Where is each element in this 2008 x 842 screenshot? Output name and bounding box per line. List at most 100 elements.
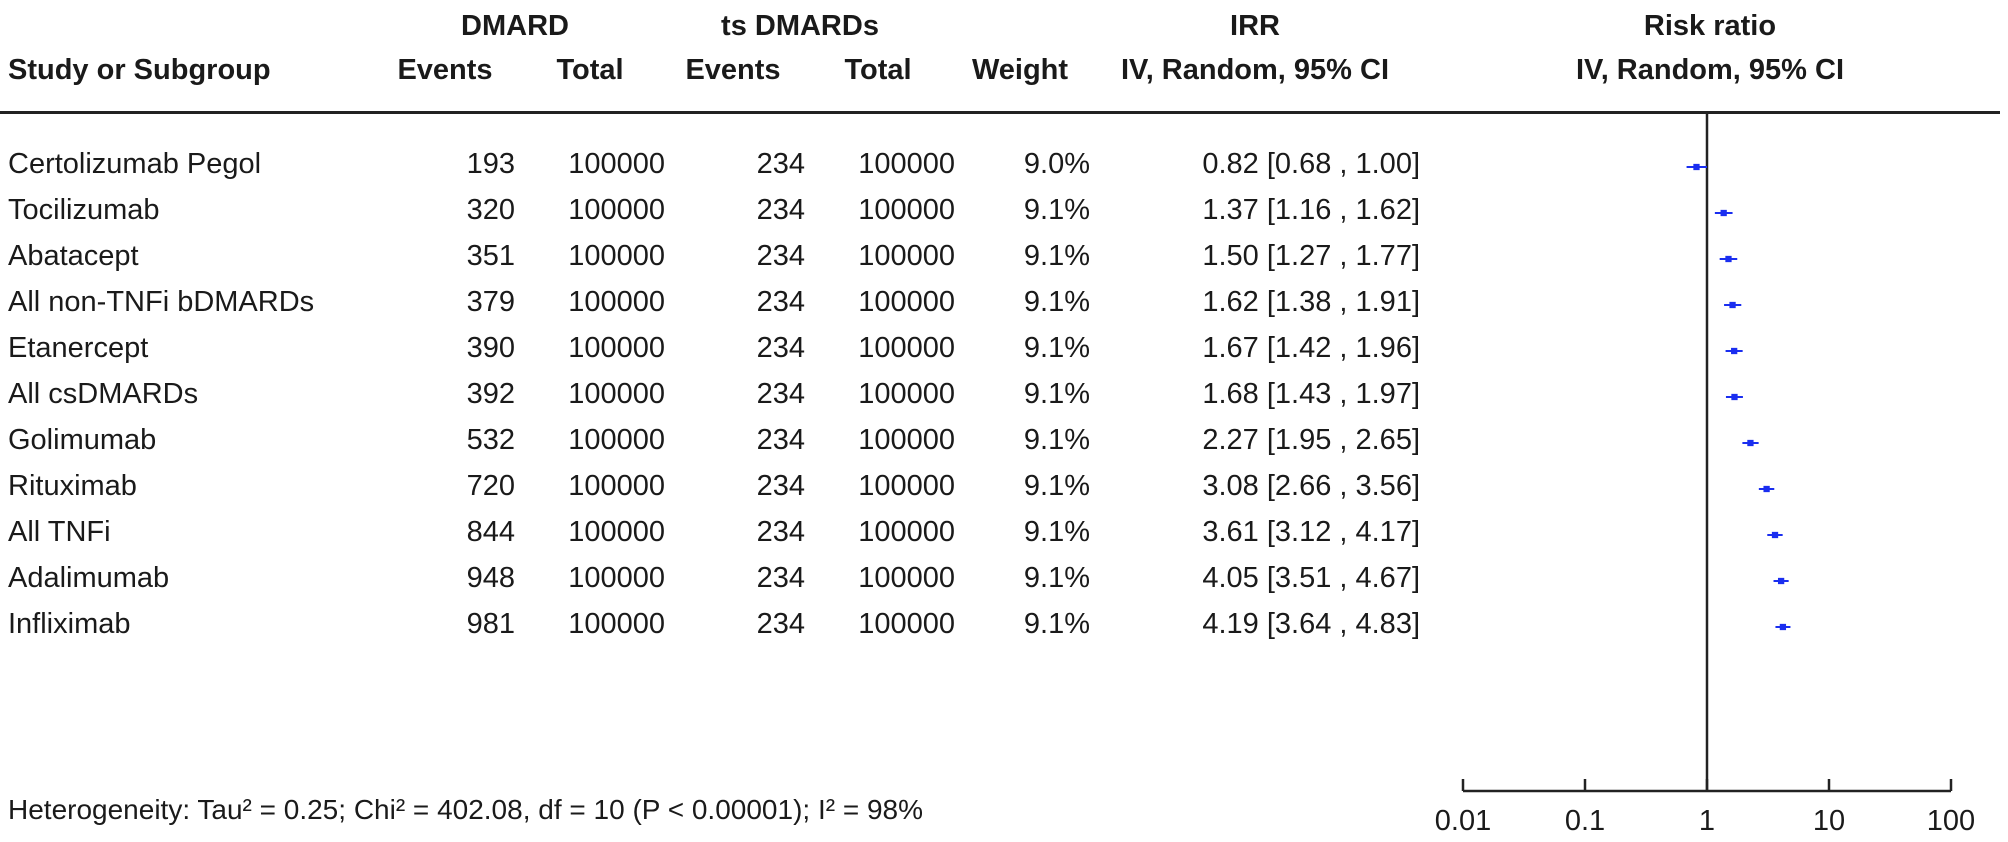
study-label: Infliximab [8, 608, 131, 640]
x-tick-label: 10 [1813, 805, 1845, 837]
ci-cell: 3.08 [2.66 , 3.56] [1202, 470, 1420, 502]
estimate-marker [1763, 485, 1770, 493]
estimate-marker [1731, 347, 1738, 355]
total1-cell: 100000 [568, 286, 665, 318]
events2-cell: 234 [756, 516, 805, 548]
heterogeneity-note: Heterogeneity: Tau² = 0.25; Chi² = 402.0… [8, 794, 924, 825]
events1-column-header: Events [397, 54, 493, 86]
estimate-marker [1720, 209, 1727, 217]
events1-cell: 948 [466, 562, 515, 594]
total1-cell: 100000 [568, 608, 665, 640]
rr-method-header: IV, Random, 95% CI [1575, 54, 1845, 86]
ci-cell: 3.61 [3.12 , 4.17] [1202, 516, 1420, 548]
events2-cell: 234 [756, 332, 805, 364]
weight-cell: 9.1% [1023, 562, 1090, 594]
events1-cell: 844 [466, 516, 515, 548]
study-label: Tocilizumab [8, 194, 160, 226]
ci-cell: 1.68 [1.43 , 1.97] [1202, 378, 1420, 410]
weight-cell: 9.1% [1023, 424, 1090, 456]
ci-cell: 1.37 [1.16 , 1.62] [1202, 194, 1420, 226]
events2-cell: 234 [756, 378, 805, 410]
group1-header: DMARD [461, 10, 569, 42]
total1-cell: 100000 [568, 194, 665, 226]
study-column-header: Study or Subgroup [8, 54, 271, 86]
total1-cell: 100000 [568, 240, 665, 272]
events1-cell: 981 [466, 608, 515, 640]
weight-cell: 9.1% [1023, 194, 1090, 226]
estimate-marker [1747, 439, 1754, 447]
total2-column-header: Total [844, 54, 912, 86]
events1-cell: 720 [466, 470, 515, 502]
total2-cell: 100000 [858, 608, 955, 640]
weight-cell: 9.1% [1023, 286, 1090, 318]
ci-cell: 1.67 [1.42 , 1.96] [1202, 332, 1420, 364]
ci-cell: 1.50 [1.27 , 1.77] [1202, 240, 1420, 272]
study-label: Golimumab [8, 424, 157, 456]
total2-cell: 100000 [858, 148, 955, 180]
weight-cell: 9.1% [1023, 240, 1090, 272]
ci-cell: 2.27 [1.95 , 2.65] [1202, 424, 1420, 456]
total2-cell: 100000 [858, 286, 955, 318]
ci-cell: 4.19 [3.64 , 4.83] [1202, 608, 1420, 640]
study-label: All non-TNFi bDMARDs [8, 286, 315, 318]
total1-cell: 100000 [568, 470, 665, 502]
study-label: Adalimumab [8, 562, 170, 594]
estimate-marker [1729, 301, 1736, 309]
weight-cell: 9.1% [1023, 608, 1090, 640]
events1-cell: 532 [466, 424, 515, 456]
total1-cell: 100000 [568, 516, 665, 548]
risk-ratio-header: Risk ratio [1643, 10, 1777, 42]
events1-cell: 390 [466, 332, 515, 364]
study-label: All TNFi [8, 516, 111, 548]
estimate-marker [1693, 163, 1700, 171]
events2-cell: 234 [756, 148, 805, 180]
weight-cell: 9.1% [1023, 470, 1090, 502]
ci-cell: 1.62 [1.38 , 1.91] [1202, 286, 1420, 318]
ci-cell: 4.05 [3.51 , 4.67] [1202, 562, 1420, 594]
events2-cell: 234 [756, 470, 805, 502]
events2-cell: 234 [756, 194, 805, 226]
total2-cell: 100000 [858, 240, 955, 272]
total2-cell: 100000 [858, 424, 955, 456]
weight-cell: 9.0% [1023, 148, 1090, 180]
total2-cell: 100000 [858, 516, 955, 548]
total1-column-header: Total [556, 54, 624, 86]
study-label: Etanercept [8, 332, 149, 364]
events2-cell: 234 [756, 562, 805, 594]
events2-cell: 234 [756, 286, 805, 318]
irr-method-header: IV, Random, 95% CI [1120, 54, 1390, 86]
total2-cell: 100000 [858, 332, 955, 364]
estimate-marker [1731, 393, 1738, 401]
events1-cell: 392 [466, 378, 515, 410]
events1-cell: 320 [466, 194, 515, 226]
estimate-marker [1779, 623, 1787, 631]
study-label: Certolizumab Pegol [8, 148, 262, 180]
total1-cell: 100000 [568, 424, 665, 456]
study-label: Rituximab [8, 470, 137, 502]
estimate-marker [1777, 577, 1785, 585]
events1-cell: 193 [466, 148, 515, 180]
total2-cell: 100000 [858, 562, 955, 594]
events2-column-header: Events [685, 54, 781, 86]
total1-cell: 100000 [568, 148, 665, 180]
study-label: All csDMARDs [8, 378, 199, 410]
weight-cell: 9.1% [1023, 332, 1090, 364]
events1-cell: 351 [466, 240, 515, 272]
study-label: Abatacept [8, 240, 139, 272]
total1-cell: 100000 [568, 332, 665, 364]
x-tick-label: 1 [1699, 805, 1715, 837]
estimate-marker [1725, 255, 1732, 263]
total1-cell: 100000 [568, 378, 665, 410]
total2-cell: 100000 [858, 194, 955, 226]
ci-cell: 0.82 [0.68 , 1.00] [1202, 148, 1420, 180]
x-tick-label: 0.01 [1435, 805, 1491, 837]
weight-cell: 9.1% [1023, 378, 1090, 410]
x-tick-label: 100 [1927, 805, 1975, 837]
events2-cell: 234 [756, 608, 805, 640]
group2-header: ts DMARDs [721, 10, 879, 42]
total1-cell: 100000 [568, 562, 665, 594]
total2-cell: 100000 [858, 378, 955, 410]
irr-header: IRR [1230, 10, 1280, 42]
estimate-marker [1771, 531, 1779, 539]
